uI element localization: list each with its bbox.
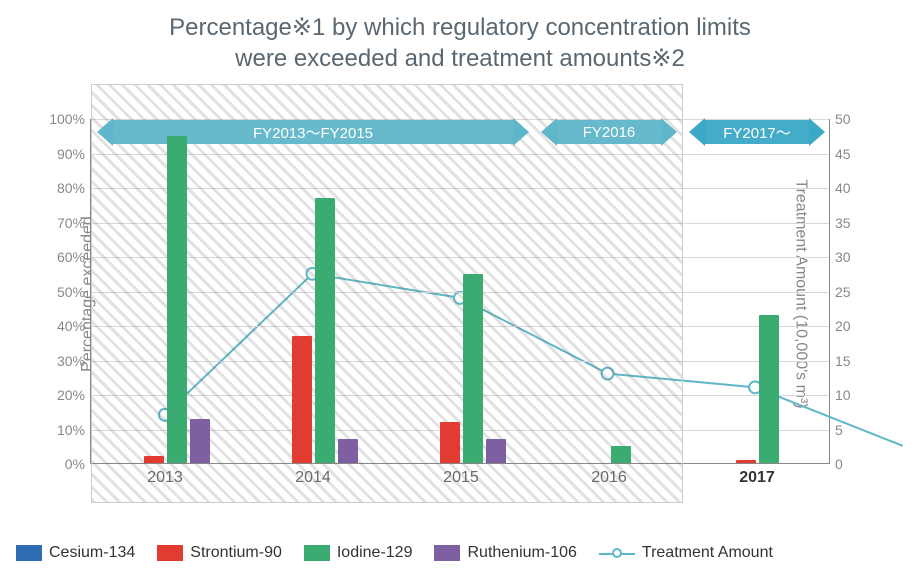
bar-strontium <box>440 422 460 463</box>
period-band: FY2016 <box>541 117 677 147</box>
ytick-left: 70% <box>57 215 85 231</box>
ytick-right: 25 <box>835 284 851 300</box>
ytick-right: 45 <box>835 146 851 162</box>
period-label: FY2013～FY2015 <box>253 122 373 143</box>
ytick-left: 60% <box>57 249 85 265</box>
ytick-left: 80% <box>57 180 85 196</box>
bar-strontium <box>292 336 312 464</box>
legend-treatment: Treatment Amount <box>599 544 773 562</box>
legend-swatch-ruthenium <box>434 545 460 561</box>
x-category-label: 2016 <box>565 463 654 487</box>
ytick-right: 50 <box>835 111 851 127</box>
legend-ruthenium: Ruthenium-106 <box>434 544 576 562</box>
x-category-label: 2017 <box>713 463 802 487</box>
bar-iodine <box>463 274 483 464</box>
period-label: FY2016 <box>583 124 636 141</box>
bar-ruthenium <box>486 439 506 463</box>
ytick-right: 15 <box>835 353 851 369</box>
plot-region: 0%010%520%1030%1540%2050%2560%3070%3580%… <box>90 119 830 464</box>
bar-group: 2013 <box>121 136 210 464</box>
bar-iodine <box>315 198 335 464</box>
bar-ruthenium <box>338 439 358 463</box>
legend-cesium: Cesium-134 <box>16 544 135 562</box>
ytick-left: 100% <box>49 111 85 127</box>
bar-group: 2015 <box>417 274 506 464</box>
title-line-1: Percentage※1 by which regulatory concent… <box>169 14 751 41</box>
bar-group: 2014 <box>269 198 358 464</box>
x-category-label: 2015 <box>417 463 506 487</box>
ytick-left: 0% <box>65 456 85 472</box>
bar-group: 2016 <box>565 446 654 463</box>
bar-strontium <box>144 456 164 463</box>
period-label: FY2017～ <box>723 122 791 143</box>
ytick-right: 40 <box>835 180 851 196</box>
legend-strontium: Strontium-90 <box>157 544 282 562</box>
ytick-right: 30 <box>835 249 851 265</box>
ytick-left: 30% <box>57 353 85 369</box>
ytick-left: 40% <box>57 318 85 334</box>
bar-iodine <box>167 136 187 464</box>
ytick-left: 10% <box>57 422 85 438</box>
chart-area: Percentage exceeded Treatment Amount (10… <box>20 84 900 504</box>
x-category-label: 2014 <box>269 463 358 487</box>
ytick-left: 20% <box>57 387 85 403</box>
legend-swatch-strontium <box>157 545 183 561</box>
legend-label-strontium: Strontium-90 <box>190 544 282 562</box>
bar-iodine <box>759 315 779 463</box>
chart-title: Percentage※1 by which regulatory concent… <box>16 12 904 74</box>
ytick-right: 10 <box>835 387 851 403</box>
ytick-right: 20 <box>835 318 851 334</box>
legend-swatch-iodine <box>304 545 330 561</box>
legend-swatch-cesium <box>16 545 42 561</box>
period-band: FY2017～ <box>689 117 825 147</box>
ytick-right: 0 <box>835 456 843 472</box>
x-category-label: 2013 <box>121 463 210 487</box>
ytick-right: 35 <box>835 215 851 231</box>
ytick-left: 90% <box>57 146 85 162</box>
legend-label-cesium: Cesium-134 <box>49 544 135 562</box>
legend: Cesium-134 Strontium-90 Iodine-129 Ruthe… <box>16 544 904 562</box>
bar-ruthenium <box>190 419 210 464</box>
title-line-2: were exceeded and treatment amounts※2 <box>235 45 685 72</box>
legend-marker-treatment <box>612 548 622 558</box>
legend-label-treatment: Treatment Amount <box>642 544 773 562</box>
legend-label-iodine: Iodine-129 <box>337 544 413 562</box>
legend-label-ruthenium: Ruthenium-106 <box>467 544 576 562</box>
legend-line-treatment <box>599 545 635 561</box>
legend-iodine: Iodine-129 <box>304 544 413 562</box>
bar-iodine <box>611 446 631 463</box>
ytick-right: 5 <box>835 422 843 438</box>
bar-group: 2017 <box>713 315 802 463</box>
ytick-left: 50% <box>57 284 85 300</box>
